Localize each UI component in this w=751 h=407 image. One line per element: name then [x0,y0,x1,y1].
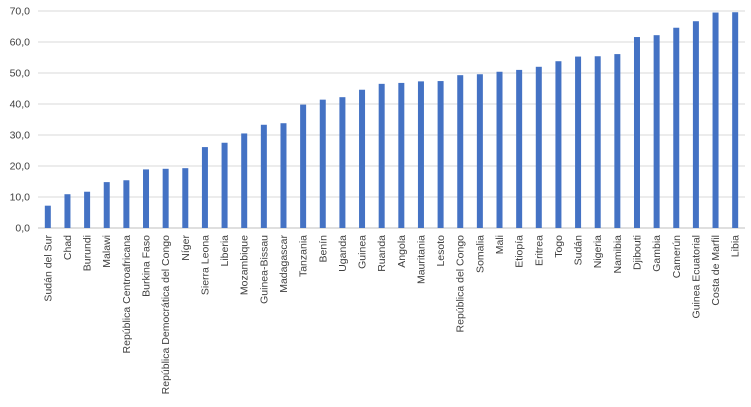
x-tick-label: Níger [180,235,192,261]
y-tick-label: 20,0 [10,161,31,173]
bar [712,12,719,228]
x-tick-label: Mali [494,235,506,254]
bar [44,205,51,228]
bar [437,81,444,228]
x-tick-label: Togo [553,235,565,258]
x-tick-label: Eritrea [533,235,545,266]
bar [476,74,483,229]
bar [633,37,640,228]
x-tick-label: Guinea Ecuatorial [690,235,702,318]
x-tick-label: Sudán del Sur [42,235,54,302]
y-tick-label: 10,0 [10,192,31,204]
x-axis-ticks: Sudán del Sur Chad Burundi Malawi República … [42,234,741,394]
x-tick-label: Burundi [82,235,94,271]
x-tick-label: Costa de Marfil [710,235,722,306]
bar [280,123,287,228]
x-tick-label: Tanzania [298,235,310,277]
x-tick-label: Sierra Leona [199,235,211,295]
bar [732,12,739,228]
bars [44,12,739,229]
bar [653,35,660,229]
x-tick-label: Etiopía [514,235,526,268]
x-tick-label: Nigeria [592,235,604,268]
bar [103,182,110,228]
x-tick-label: Sudán [573,235,585,266]
bar [143,169,150,228]
bar [555,61,562,228]
y-tick-label: 60,0 [10,37,31,49]
y-tick-label: 70,0 [10,6,31,18]
bar [260,124,267,228]
y-axis-ticks: 0,0 10,0 20,0 30,0 40,0 50,0 60,0 70,0 [10,6,31,235]
bar [535,66,542,228]
bar [84,191,91,228]
x-tick-label: Liberia [219,235,231,267]
x-tick-label: Namibia [612,235,624,274]
bar [359,89,366,229]
x-tick-label: Camerún [671,235,683,278]
bar [692,21,699,229]
x-tick-label: Libia [730,235,742,257]
x-tick-label: Ruanda [376,235,388,272]
y-tick-label: 40,0 [10,99,31,111]
bar [162,168,169,228]
bar [516,69,523,229]
bar [417,81,424,229]
bar [398,82,405,228]
bar [594,56,601,229]
x-tick-label: Madagascar [278,234,290,292]
x-tick-label: Malawi [101,235,113,268]
x-tick-label: República del Congo [455,235,467,333]
x-tick-label: Benín [317,235,329,263]
x-tick-label: Gambia [651,235,663,272]
bar [221,142,228,228]
y-tick-label: 50,0 [10,68,31,80]
bar [673,27,680,228]
y-tick-label: 30,0 [10,130,31,142]
x-tick-label: Mozambique [239,235,251,295]
bar [300,104,307,228]
bar [339,97,346,229]
bar [64,194,71,228]
x-tick-label: Guinea-Bissau [258,235,270,304]
x-tick-label: Burkina Faso [141,235,153,297]
bar [319,99,326,228]
y-tick-label: 0,0 [15,223,30,235]
bar [575,56,582,228]
x-tick-label: Chad [62,235,74,260]
x-tick-label: Angola [396,235,408,268]
x-tick-label: Guinea [357,235,369,269]
bar [123,180,130,228]
bar [614,54,621,229]
bar [496,71,503,228]
x-tick-label: Uganda [337,235,349,272]
x-tick-label: Djibouti [631,235,643,270]
x-tick-label: Mauritania [415,235,427,284]
gridlines [38,10,745,229]
x-tick-label: Somalia [474,235,486,273]
bar [378,83,385,228]
x-tick-label: Lesoto [435,235,447,267]
bar [182,168,189,228]
bar [457,75,464,228]
x-tick-label: República Democrática del Congo [160,235,172,394]
bar [241,133,248,228]
bar [201,147,208,228]
x-tick-label: República Centroafricana [121,235,133,354]
